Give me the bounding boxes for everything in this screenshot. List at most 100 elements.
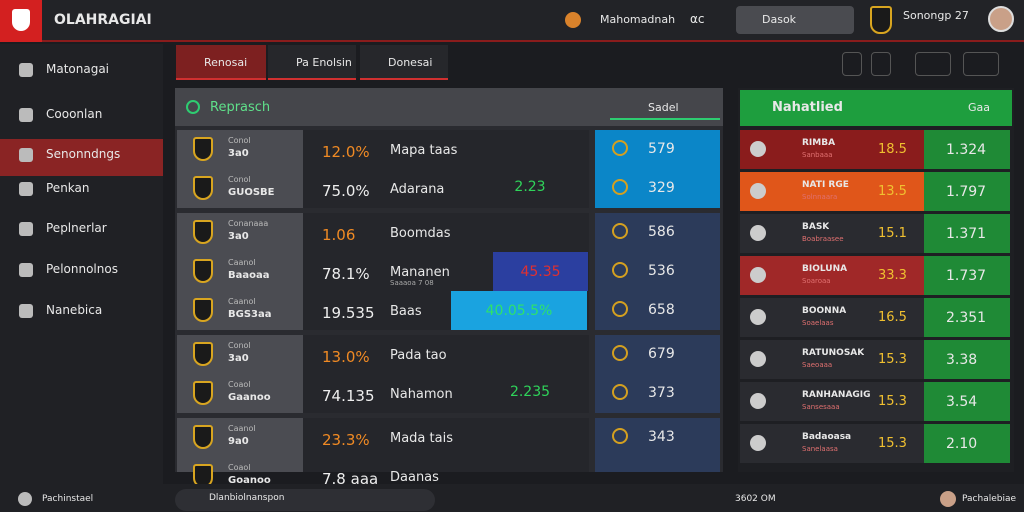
- team-code: GUOSBE: [228, 187, 275, 198]
- extra[interactable]: 2.235: [509, 384, 551, 400]
- score[interactable]: 658: [648, 302, 675, 318]
- team-name: Caanol: [228, 297, 256, 306]
- flag: [750, 141, 766, 157]
- sidebar-item[interactable]: Peplnerlar: [46, 221, 107, 235]
- odd[interactable]: 23.3%: [322, 431, 370, 449]
- side-value[interactable]: 3.38: [946, 352, 978, 368]
- odd[interactable]: 1.06: [322, 226, 356, 244]
- side-odd[interactable]: 33.3: [878, 268, 907, 283]
- match[interactable]: Mahomadnah: [600, 13, 676, 26]
- icon-label[interactable]: αc: [690, 12, 705, 26]
- odd[interactable]: 13.0%: [322, 348, 370, 366]
- extra[interactable]: 2.23: [514, 179, 546, 195]
- score-icon: [612, 428, 628, 444]
- team-name: Conol: [228, 341, 251, 350]
- sidebar-item[interactable]: Senonndngs: [46, 147, 121, 161]
- side-value[interactable]: 1.371: [946, 226, 987, 242]
- sidebar-item[interactable]: Penkan: [46, 181, 90, 195]
- side-name: Badaoasa: [802, 432, 852, 442]
- team-crest: [193, 176, 213, 200]
- toolbar-button[interactable]: [915, 52, 951, 76]
- toolbar-button[interactable]: [963, 52, 999, 76]
- odd[interactable]: 19.535: [322, 304, 375, 322]
- extra[interactable]: 45.35: [493, 252, 588, 291]
- tab[interactable]: Donesai: [360, 45, 448, 80]
- side-sub: Saeoaaa: [802, 361, 833, 369]
- score[interactable]: 343: [648, 429, 675, 445]
- label: Baas: [390, 304, 422, 319]
- odd[interactable]: 7.8 aaa: [322, 470, 379, 488]
- side-row[interactable]: [740, 256, 924, 295]
- sidebar-item[interactable]: Nanebica: [46, 303, 103, 317]
- side-value[interactable]: 1.797: [946, 184, 987, 200]
- side-value[interactable]: 1.324: [946, 142, 987, 158]
- side-odd[interactable]: 16.5: [878, 310, 907, 325]
- side-value-cell: [924, 172, 1010, 211]
- brand: OLAHRAGIAI: [54, 12, 152, 28]
- score-icon: [612, 384, 628, 400]
- odd[interactable]: 74.135: [322, 387, 375, 405]
- side-odd[interactable]: 15.3: [878, 436, 907, 451]
- footer: [0, 484, 1024, 512]
- score-icon: [612, 140, 628, 156]
- match-icon: [565, 12, 581, 28]
- sidebar-item[interactable]: Pelonnolnos: [46, 262, 118, 276]
- side-row[interactable]: [740, 340, 924, 379]
- score[interactable]: 586: [648, 224, 675, 240]
- side-value[interactable]: 3.54: [946, 394, 978, 410]
- side-row[interactable]: [740, 172, 924, 211]
- team-name: Conol: [228, 136, 251, 145]
- odd[interactable]: 12.0%: [322, 143, 370, 161]
- side-name: RANHANAGIG: [802, 390, 871, 400]
- team-crest: [193, 259, 213, 283]
- odd[interactable]: 75.0%: [322, 182, 370, 200]
- side-odd[interactable]: 13.5: [878, 184, 907, 199]
- side-name: BASK: [802, 222, 830, 232]
- side-row[interactable]: [740, 424, 924, 463]
- tab[interactable]: Renosai: [176, 45, 266, 80]
- odd[interactable]: 78.1%: [322, 265, 370, 283]
- side-odd[interactable]: 18.5: [878, 142, 907, 157]
- extra[interactable]: 40.05.5%: [451, 291, 587, 330]
- score-icon: [612, 301, 628, 317]
- score-icon: [612, 262, 628, 278]
- score[interactable]: 373: [648, 385, 675, 401]
- side-value[interactable]: 2.351: [946, 310, 987, 326]
- footer-search[interactable]: Dlanbiolnanspon: [175, 489, 435, 511]
- side-filter[interactable]: Gaa: [968, 101, 991, 114]
- label: Mada tais: [390, 431, 453, 446]
- side-odd[interactable]: 15.3: [878, 352, 907, 367]
- user[interactable]: Sonongp 27: [903, 9, 969, 22]
- footer-user[interactable]: Pachalebiae: [962, 494, 1017, 504]
- side-value-cell: [924, 424, 1010, 463]
- flag: [750, 225, 766, 241]
- toolbar-button[interactable]: [871, 52, 891, 76]
- side-row[interactable]: [740, 298, 924, 337]
- toolbar-button[interactable]: [842, 52, 862, 76]
- side-odd[interactable]: 15.3: [878, 394, 907, 409]
- sidebar-icon: [19, 63, 33, 77]
- sidebar-icon: [19, 182, 33, 196]
- sidebar-item[interactable]: Matonagai: [46, 62, 110, 76]
- side-value[interactable]: 2.10: [946, 436, 978, 452]
- side-name: BOONNA: [802, 306, 847, 316]
- sidebar-icon: [19, 108, 33, 122]
- side-row[interactable]: [740, 214, 924, 253]
- side-row[interactable]: [740, 382, 924, 421]
- sidebar-item[interactable]: Cooonlan: [46, 107, 103, 121]
- score[interactable]: 579: [648, 141, 675, 157]
- score[interactable]: 536: [648, 263, 675, 279]
- team-name: Caanol: [228, 258, 256, 267]
- side-value[interactable]: 1.737: [946, 268, 987, 284]
- main-filter[interactable]: Sadel: [610, 98, 720, 120]
- side-odd[interactable]: 15.1: [878, 226, 907, 241]
- side-row[interactable]: [740, 130, 924, 169]
- footer-left: Pachinstael: [42, 494, 94, 504]
- avatar[interactable]: [988, 6, 1014, 32]
- team-name: Coaol: [228, 463, 251, 472]
- score[interactable]: 329: [648, 180, 675, 196]
- team-crest: [193, 381, 213, 405]
- score[interactable]: 679: [648, 346, 675, 362]
- search[interactable]: Dasok: [736, 6, 854, 34]
- tab[interactable]: Pa Enolsin: [268, 45, 356, 80]
